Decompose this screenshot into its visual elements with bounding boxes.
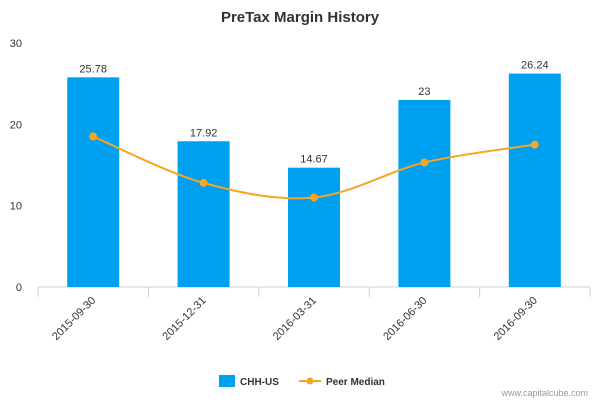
bar-data-label: 17.92 bbox=[190, 127, 218, 139]
x-tick-label: 2016-03-31 bbox=[271, 295, 319, 343]
peer-median-point bbox=[310, 193, 318, 202]
x-tick-label: 2016-09-30 bbox=[492, 295, 540, 343]
legend-swatch-bar bbox=[219, 375, 235, 387]
chart-title: PreTax Margin History bbox=[221, 9, 380, 26]
legend-label-line: Peer Median bbox=[326, 377, 385, 388]
bar-data-label: 23 bbox=[418, 86, 430, 98]
bar bbox=[508, 73, 561, 288]
y-tick-label: 20 bbox=[10, 119, 22, 131]
legend-label-bar: CHH-US bbox=[240, 377, 279, 388]
x-axis: 2015-09-30 2015-12-31 2016-03-31 2016-06-30… bbox=[37, 286, 591, 343]
x-tick-label: 2016-06-30 bbox=[381, 295, 429, 343]
peer-median-point bbox=[530, 140, 539, 149]
peer-median-point bbox=[420, 158, 429, 167]
legend-swatch-marker bbox=[306, 377, 314, 385]
bar-series bbox=[67, 73, 561, 288]
bar bbox=[67, 77, 120, 288]
source-footer: www.capitalcube.com bbox=[500, 388, 588, 398]
bar-data-label: 26.24 bbox=[521, 60, 549, 72]
y-axis: 0 10 20 30 bbox=[10, 38, 22, 294]
peer-median-point bbox=[199, 178, 208, 187]
peer-median-point bbox=[89, 132, 98, 141]
x-tick-label: 2015-12-31 bbox=[160, 295, 208, 343]
bar-data-label: 25.78 bbox=[79, 63, 107, 75]
bar bbox=[177, 141, 230, 287]
bar bbox=[288, 167, 340, 287]
y-tick-label: 0 bbox=[16, 282, 22, 294]
y-tick-label: 10 bbox=[10, 201, 22, 213]
x-tick-label: 2015-09-30 bbox=[50, 295, 98, 343]
bar bbox=[398, 99, 451, 287]
legend: CHH-US Peer Median bbox=[219, 375, 385, 388]
line-series bbox=[89, 132, 539, 202]
bar-data-label: 14.67 bbox=[300, 154, 328, 166]
y-tick-label: 30 bbox=[10, 38, 22, 50]
bar-data-labels: 25.78 17.92 14.67 23 26.24 bbox=[79, 60, 548, 166]
